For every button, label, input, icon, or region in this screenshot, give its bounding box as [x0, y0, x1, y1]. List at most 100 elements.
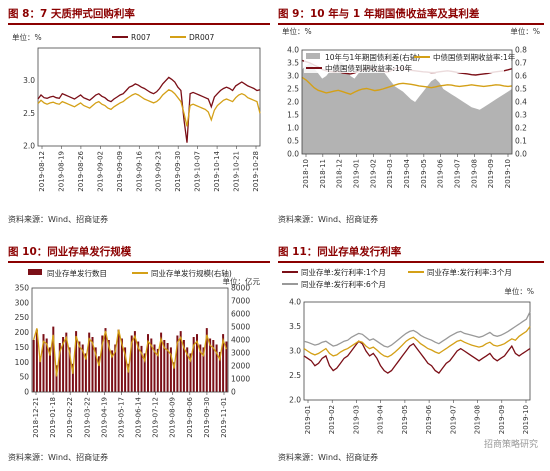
- x-tick-label: 2019-06: [437, 158, 445, 188]
- bar: [189, 353, 192, 392]
- chart-panel-repo: 图 8：7 天质押式回购利率 单位：% R007 DR007 2.0 2.5 3.0 201…: [8, 6, 270, 232]
- legend-label: 同业存单发行数目: [47, 268, 107, 278]
- bar: [120, 338, 123, 392]
- bar: [212, 340, 215, 392]
- x-tick-label: 2019-10: [504, 159, 512, 188]
- y-tick-label: 150: [15, 343, 30, 352]
- x-tick-label: 2019-09-23: [155, 151, 163, 192]
- y-tick-label: 300: [15, 298, 30, 307]
- y-tick-label: 1.0: [287, 124, 299, 133]
- y2-tick-label: 0.5: [515, 85, 527, 94]
- x-tick-label: 2019-07: [454, 159, 462, 188]
- bar: [140, 345, 143, 392]
- chart-title: 图 9：10 年与 1 年期国债收益率及其利差: [278, 8, 480, 20]
- bar: [101, 335, 104, 392]
- legend-label: 同业存单:发行利率:6个月: [301, 279, 386, 289]
- y-tick-label: 4.0: [289, 298, 301, 307]
- bar: [98, 356, 100, 392]
- x-tick-label: 2019-08: [474, 405, 482, 434]
- legend-label: 同业存单发行规模(右轴): [151, 268, 232, 278]
- bar: [94, 347, 97, 392]
- unit-label: 单位：%: [282, 26, 312, 36]
- x-tick-label: 2019-10: [522, 405, 530, 434]
- y2-tick-label: 0: [231, 388, 236, 397]
- bar: [117, 329, 120, 392]
- series-line: [301, 76, 513, 95]
- bar: [71, 363, 74, 392]
- bar: [196, 334, 198, 392]
- legend-label: 中债国债到期收益率:1年: [433, 52, 516, 62]
- bar: [225, 341, 228, 392]
- bar: [133, 331, 136, 392]
- bar: [156, 348, 159, 392]
- x-tick-label: 2019-09-16: [135, 150, 143, 191]
- x-tick-label: 2019-10-21: [233, 151, 241, 192]
- y-tick-label: 3.5: [287, 59, 299, 68]
- chart-title: 图 8：7 天质押式回购利率: [8, 8, 135, 20]
- y2-tick-label: 7000: [231, 297, 250, 306]
- y-tick-label: 1.5: [287, 111, 299, 120]
- title-underline: [8, 261, 270, 263]
- bar: [173, 362, 176, 392]
- y2-tick-label: 0.1: [515, 137, 527, 146]
- x-tick-label: 2019-01-18: [49, 397, 57, 438]
- bar: [179, 331, 182, 392]
- x-tick-label: 2019-09-02: [96, 151, 104, 192]
- bar: [49, 347, 51, 392]
- y-tick-label: 3.0: [289, 347, 301, 356]
- bar: [147, 334, 149, 392]
- y2-tick-label: 0.8: [515, 46, 527, 55]
- bar: [222, 334, 225, 392]
- x-tick-label: 2018-11: [319, 159, 327, 188]
- x-tick-label: 2019-05: [401, 405, 409, 434]
- x-tick-label: 2019-06-14: [135, 396, 143, 437]
- series-line: [37, 89, 261, 127]
- series-line: [303, 326, 531, 358]
- y-tick-label: 2.0: [287, 98, 299, 107]
- series-line: [303, 311, 531, 348]
- x-tick-label: 2019-04: [377, 404, 385, 434]
- bar: [91, 337, 94, 392]
- chart-svg: 单位：% 单位：% 0.0 0.5 1.0 1.5 2.0 2.5 3.0 3.5 4.0 0.0 0.…: [282, 26, 540, 188]
- series-line: [37, 76, 261, 143]
- y2-tick-label: 6000: [231, 310, 250, 319]
- plot-frame: [37, 47, 261, 147]
- chart-panel-bond-yield: 图 9：10 年与 1 年期国债收益率及其利差 单位：% 单位：% 0.0 0.5 1.…: [278, 6, 544, 232]
- bar: [127, 363, 130, 392]
- unit-label: 单位：%: [504, 286, 534, 296]
- x-tick-label: 2019-02: [328, 405, 336, 434]
- title-underline: [8, 23, 270, 25]
- plot-frame: [31, 287, 229, 393]
- bar: [75, 331, 78, 392]
- legend-swatch: [28, 269, 42, 275]
- bar: [166, 343, 169, 392]
- chart-source: 资料来源：Wind、招商证券: [8, 453, 109, 462]
- y2-tick-label: 1000: [231, 375, 250, 384]
- bar: [58, 343, 61, 392]
- x-tick-label: 2019-07: [449, 405, 457, 434]
- legend-swatch: [306, 53, 320, 59]
- legend-label: 同业存单:发行利率:3个月: [427, 267, 512, 277]
- legend-label: 中债国债到期收益率:10年: [325, 63, 413, 73]
- bar: [202, 347, 205, 392]
- bar: [104, 328, 107, 392]
- x-tick-label: 2019-10-14: [213, 150, 221, 191]
- y2-tick-label: 0.6: [515, 72, 527, 81]
- y2-tick-label: 0.3: [515, 111, 527, 120]
- x-tick-label: 2019-02: [369, 159, 377, 188]
- y2-tick-label: 0.7: [515, 59, 527, 68]
- x-tick-label: 2019-06: [425, 404, 433, 434]
- y-tick-label: 3.0: [23, 76, 35, 85]
- bar: [55, 365, 58, 392]
- y2-tick-label: 3000: [231, 349, 250, 358]
- bar: [192, 337, 195, 392]
- chart-svg: 单位：% R007 DR007 2.0 2.5 3.0 2019-08-12 2019-08-…: [12, 32, 261, 192]
- y-tick-label: 350: [15, 284, 30, 293]
- bar: [199, 344, 202, 392]
- bar: [130, 335, 133, 392]
- x-tick-label: 2019-04: [403, 158, 411, 188]
- chart-panel-ncd-rate: 图 11：同业存单发行利率 同业存单:发行利率:1个月 同业存单:发行利率:3个月…: [278, 244, 544, 468]
- y-tick-label: 0.0: [287, 150, 299, 159]
- x-tick-label: 2019-03: [386, 159, 394, 188]
- bar: [143, 353, 146, 392]
